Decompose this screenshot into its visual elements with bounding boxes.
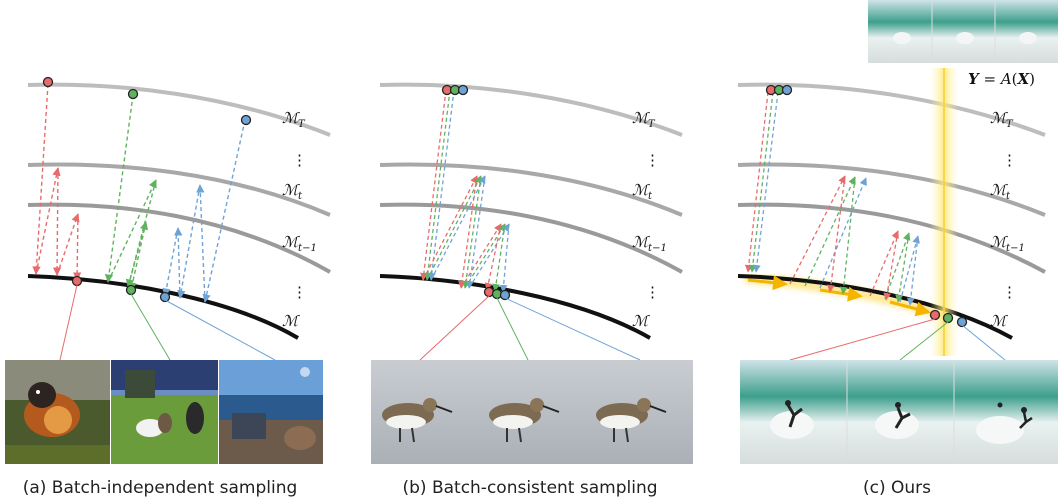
dots-upper: ⋮	[292, 151, 307, 169]
manifolds-b	[379, 82, 683, 340]
surfer-frame-2	[875, 402, 919, 439]
sample-points-c	[765, 84, 968, 328]
bird-image	[5, 360, 110, 464]
manifold-t	[27, 162, 331, 217]
blue-end-point	[159, 291, 171, 303]
svg-text:ℳt−1: ℳt−1	[282, 233, 317, 254]
manifold-t-1	[27, 202, 331, 274]
manifold-labels-a: ℳT ⋮ ℳt ℳt−1 ⋮ ℳ	[282, 109, 317, 330]
svg-text:ℳ: ℳ	[282, 312, 300, 330]
svg-text:ℳT: ℳT	[990, 109, 1014, 130]
sample-points-a	[42, 76, 252, 303]
sample-images-c	[740, 360, 1058, 464]
surfer-frame-3	[976, 402, 1033, 444]
svg-text:⋮: ⋮	[1002, 151, 1017, 169]
sample-images-a	[5, 360, 323, 464]
reference-frames	[868, 0, 1058, 63]
sampling-arrows-a	[32, 83, 246, 303]
sample-images-b	[371, 360, 693, 464]
manifolds-a	[27, 82, 331, 340]
dogs-image	[111, 360, 218, 464]
connector-lines-b	[419, 295, 641, 361]
label-Mt-1: t−1	[298, 243, 317, 254]
svg-text:⋮: ⋮	[645, 151, 660, 169]
svg-text:ℳt: ℳt	[632, 181, 653, 202]
sample-points-b	[441, 84, 511, 301]
caption-a: (a) Batch-independent sampling	[23, 478, 298, 498]
svg-text:ℳt: ℳt	[282, 181, 303, 202]
manifold-labels-c: ℳT ⋮ ℳt ℳt−1 ⋮ ℳ	[990, 109, 1025, 330]
equation: Y = A(X)	[968, 70, 1035, 88]
sampling-arrows-b	[419, 89, 510, 293]
caption-b: (b) Batch-consistent sampling	[402, 478, 657, 498]
blue-start-point	[240, 114, 252, 126]
manifold-labels-b: ℳT ⋮ ℳt ℳt−1 ⋮ ℳ	[632, 109, 667, 330]
svg-text:ℳ: ℳ	[632, 312, 650, 330]
red-start-point	[42, 76, 54, 88]
svg-text:⋮: ⋮	[1002, 283, 1017, 301]
svg-text:ℳt−1: ℳt−1	[632, 233, 667, 254]
sandpiper-image-1	[382, 398, 453, 443]
svg-text:ℳT: ℳT	[282, 109, 306, 130]
data-manifold	[27, 274, 300, 340]
svg-text:ℳt: ℳt	[990, 181, 1011, 202]
label-MT: T	[298, 119, 306, 130]
svg-text:ℳt−1: ℳt−1	[990, 233, 1025, 254]
green-start-point	[127, 88, 139, 100]
panel-a: ℳT ⋮ ℳt ℳt−1 ⋮ ℳ	[5, 76, 331, 498]
red-end-point	[71, 275, 83, 287]
caption-c: (c) Ours	[863, 478, 931, 498]
surfer-frame-1	[770, 400, 814, 439]
connector-lines-c	[789, 318, 1006, 361]
panel-b: ℳT ⋮ ℳt ℳt−1 ⋮ ℳ	[371, 82, 693, 498]
sandpiper-image-3	[596, 398, 667, 443]
panel-c: Y = A(X)	[737, 0, 1058, 498]
svg-text:ℳ: ℳ	[990, 312, 1008, 330]
sea-image	[219, 360, 323, 464]
manifold-T	[27, 82, 331, 137]
svg-text:⋮: ⋮	[645, 283, 660, 301]
sandpiper-image-2	[489, 398, 560, 443]
dots-lower: ⋮	[292, 283, 307, 301]
green-end-point	[125, 284, 137, 296]
sampling-arrows-c	[744, 91, 920, 306]
connector-lines-a	[59, 284, 276, 361]
manifolds-c	[737, 82, 1046, 274]
label-Mt: t	[298, 191, 303, 202]
svg-text:ℳT: ℳT	[632, 109, 656, 130]
